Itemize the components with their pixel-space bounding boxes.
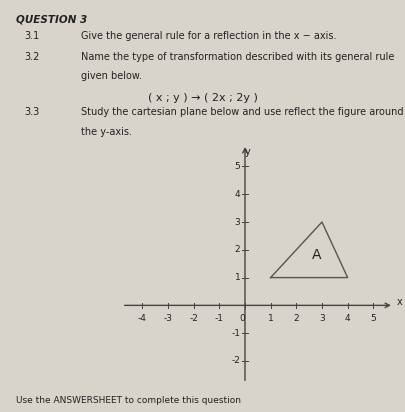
Text: 4: 4: [344, 314, 350, 323]
Text: 4: 4: [234, 190, 240, 199]
Text: -2: -2: [189, 314, 198, 323]
Text: 1: 1: [267, 314, 273, 323]
Text: 3: 3: [234, 218, 240, 227]
Text: A: A: [311, 248, 321, 262]
Text: 0: 0: [239, 314, 244, 323]
Text: 3.2: 3.2: [24, 52, 40, 61]
Text: Name the type of transformation described with its general rule: Name the type of transformation describe…: [81, 52, 394, 61]
Text: -3: -3: [163, 314, 172, 323]
Text: 3.3: 3.3: [24, 107, 40, 117]
Text: 3.1: 3.1: [24, 31, 40, 41]
Text: 5: 5: [369, 314, 375, 323]
Text: 2: 2: [293, 314, 298, 323]
Text: Use the ANSWERSHEET to complete this question: Use the ANSWERSHEET to complete this que…: [16, 396, 241, 405]
Text: the y-axis.: the y-axis.: [81, 127, 132, 137]
Text: 3: 3: [318, 314, 324, 323]
Text: Study the cartesian plane below and use reflect the figure around: Study the cartesian plane below and use …: [81, 107, 403, 117]
Text: -4: -4: [138, 314, 146, 323]
Text: given below.: given below.: [81, 71, 142, 81]
Text: 5: 5: [234, 162, 240, 171]
Text: ( x ; y ) → ( 2x ; 2y ): ( x ; y ) → ( 2x ; 2y ): [148, 93, 257, 103]
Text: y: y: [245, 147, 250, 157]
Text: -2: -2: [231, 356, 240, 365]
Text: x: x: [395, 297, 401, 307]
Text: 1: 1: [234, 273, 240, 282]
Text: -1: -1: [214, 314, 223, 323]
Text: 2: 2: [234, 245, 240, 254]
Text: -1: -1: [231, 329, 240, 338]
Text: Give the general rule for a reflection in the x − axis.: Give the general rule for a reflection i…: [81, 31, 336, 41]
Text: QUESTION 3: QUESTION 3: [16, 14, 87, 24]
